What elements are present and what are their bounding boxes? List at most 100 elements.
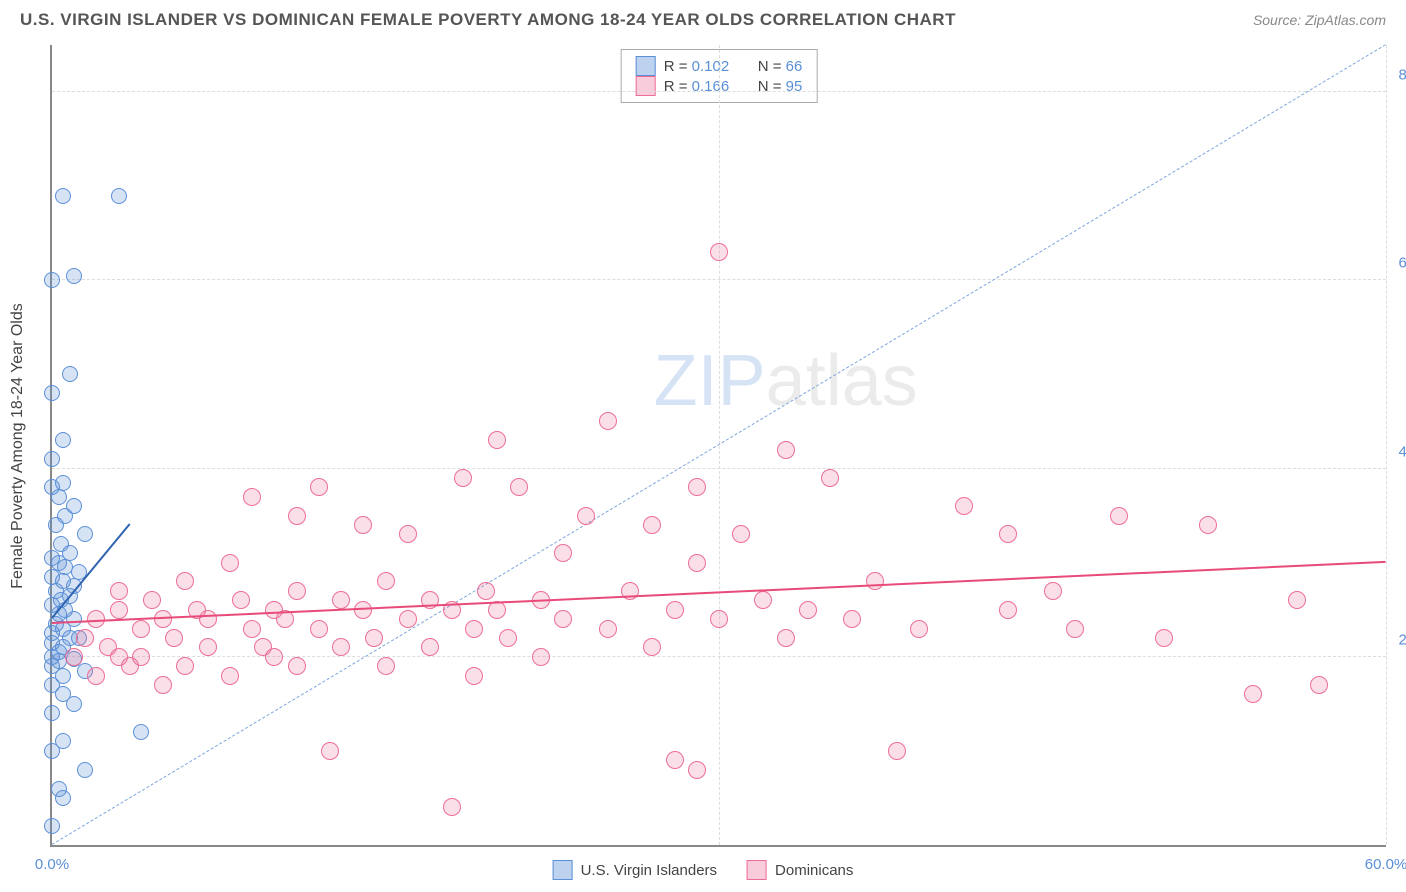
data-point <box>377 572 395 590</box>
data-point <box>1199 516 1217 534</box>
data-point <box>65 648 83 666</box>
y-tick-label: 40.0% <box>1398 443 1406 460</box>
data-point <box>465 620 483 638</box>
data-point <box>288 657 306 675</box>
data-point <box>53 536 69 552</box>
data-point <box>332 591 350 609</box>
data-point <box>66 268 82 284</box>
data-point <box>154 676 172 694</box>
data-point <box>499 629 517 647</box>
data-point <box>866 572 884 590</box>
data-point <box>799 601 817 619</box>
gridline-vertical <box>719 45 720 845</box>
data-point <box>732 525 750 543</box>
legend-label: U.S. Virgin Islanders <box>581 862 717 879</box>
data-point <box>554 610 572 628</box>
data-point <box>365 629 383 647</box>
data-point <box>310 620 328 638</box>
data-point <box>754 591 772 609</box>
data-point <box>688 554 706 572</box>
data-point <box>132 620 150 638</box>
data-point <box>44 451 60 467</box>
data-point <box>599 412 617 430</box>
data-point <box>132 648 150 666</box>
data-point <box>999 525 1017 543</box>
y-tick-label: 80.0% <box>1398 67 1406 84</box>
legend-item: U.S. Virgin Islanders <box>553 860 717 880</box>
legend-swatch <box>636 76 656 96</box>
data-point <box>55 733 71 749</box>
data-point <box>454 469 472 487</box>
data-point <box>44 818 60 834</box>
legend-swatch <box>636 56 656 76</box>
data-point <box>76 629 94 647</box>
data-point <box>199 638 217 656</box>
data-point <box>1066 620 1084 638</box>
data-point <box>888 742 906 760</box>
data-point <box>221 667 239 685</box>
data-point <box>321 742 339 760</box>
data-point <box>143 591 161 609</box>
data-point <box>176 657 194 675</box>
data-point <box>243 620 261 638</box>
data-point <box>110 582 128 600</box>
data-point <box>44 385 60 401</box>
data-point <box>44 272 60 288</box>
data-point <box>1310 676 1328 694</box>
data-point <box>51 781 67 797</box>
data-point <box>1044 582 1062 600</box>
data-point <box>66 498 82 514</box>
data-point <box>688 478 706 496</box>
data-point <box>666 751 684 769</box>
data-point <box>377 657 395 675</box>
data-point <box>710 243 728 261</box>
data-point <box>310 478 328 496</box>
data-point <box>77 526 93 542</box>
data-point <box>332 638 350 656</box>
data-point <box>821 469 839 487</box>
data-point <box>288 582 306 600</box>
data-point <box>477 582 495 600</box>
data-point <box>443 798 461 816</box>
data-point <box>510 478 528 496</box>
data-point <box>165 629 183 647</box>
data-point <box>354 516 372 534</box>
data-point <box>55 188 71 204</box>
data-point <box>688 761 706 779</box>
legend-label: Dominicans <box>775 862 853 879</box>
data-point <box>176 572 194 590</box>
data-point <box>710 610 728 628</box>
data-point <box>221 554 239 572</box>
legend-swatch <box>747 860 767 880</box>
data-point <box>199 610 217 628</box>
x-tick-label: 0.0% <box>35 856 69 873</box>
data-point <box>955 497 973 515</box>
data-point <box>77 762 93 778</box>
gridline-vertical <box>1386 45 1387 845</box>
data-point <box>1244 685 1262 703</box>
data-point <box>111 188 127 204</box>
data-point <box>488 431 506 449</box>
chart-title: U.S. VIRGIN ISLANDER VS DOMINICAN FEMALE… <box>20 10 956 30</box>
data-point <box>777 629 795 647</box>
y-tick-label: 20.0% <box>1398 631 1406 648</box>
y-tick-label: 60.0% <box>1398 255 1406 272</box>
data-point <box>55 475 71 491</box>
chart-header: U.S. VIRGIN ISLANDER VS DOMINICAN FEMALE… <box>0 0 1406 35</box>
data-point <box>399 525 417 543</box>
legend-series: U.S. Virgin Islanders Dominicans <box>553 860 854 880</box>
data-point <box>55 432 71 448</box>
data-point <box>44 705 60 721</box>
data-point <box>232 591 250 609</box>
data-point <box>288 507 306 525</box>
data-point <box>577 507 595 525</box>
data-point <box>999 601 1017 619</box>
watermark: ZIPatlas <box>654 340 918 422</box>
data-point <box>62 366 78 382</box>
legend-swatch <box>553 860 573 880</box>
data-point <box>399 610 417 628</box>
data-point <box>243 488 261 506</box>
data-point <box>599 620 617 638</box>
scatter-plot: ZIPatlas R = 0.102 N = 66R = 0.166 N = 9… <box>50 45 1386 847</box>
data-point <box>643 516 661 534</box>
